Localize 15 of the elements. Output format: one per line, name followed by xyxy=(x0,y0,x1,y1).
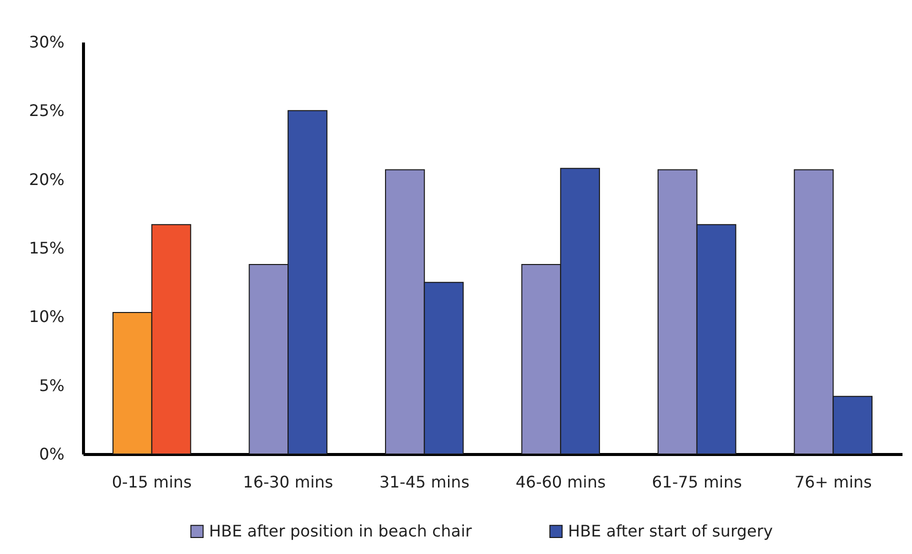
legend-label: HBE after position in beach chair xyxy=(209,521,472,540)
legend-label: HBE after start of surgery xyxy=(568,521,773,540)
x-tick-label: 31-45 mins xyxy=(379,472,470,492)
y-tick-label: 15% xyxy=(28,238,64,258)
y-tick-label: 5% xyxy=(39,376,64,395)
y-tick-label: 10% xyxy=(28,307,64,326)
x-tick-label: 61-75 mins xyxy=(652,472,742,492)
y-tick-label: 20% xyxy=(28,170,64,189)
y-tick-label: 25% xyxy=(28,101,64,120)
x-tick-label: 76+ mins xyxy=(794,472,872,492)
x-tick-label: 46-60 mins xyxy=(516,472,606,492)
x-tick-label: 0-15 mins xyxy=(112,472,192,492)
y-tick-label: 0% xyxy=(39,444,64,464)
y-tick-label: 30% xyxy=(28,32,64,52)
x-tick-label: 16-30 mins xyxy=(243,472,334,492)
